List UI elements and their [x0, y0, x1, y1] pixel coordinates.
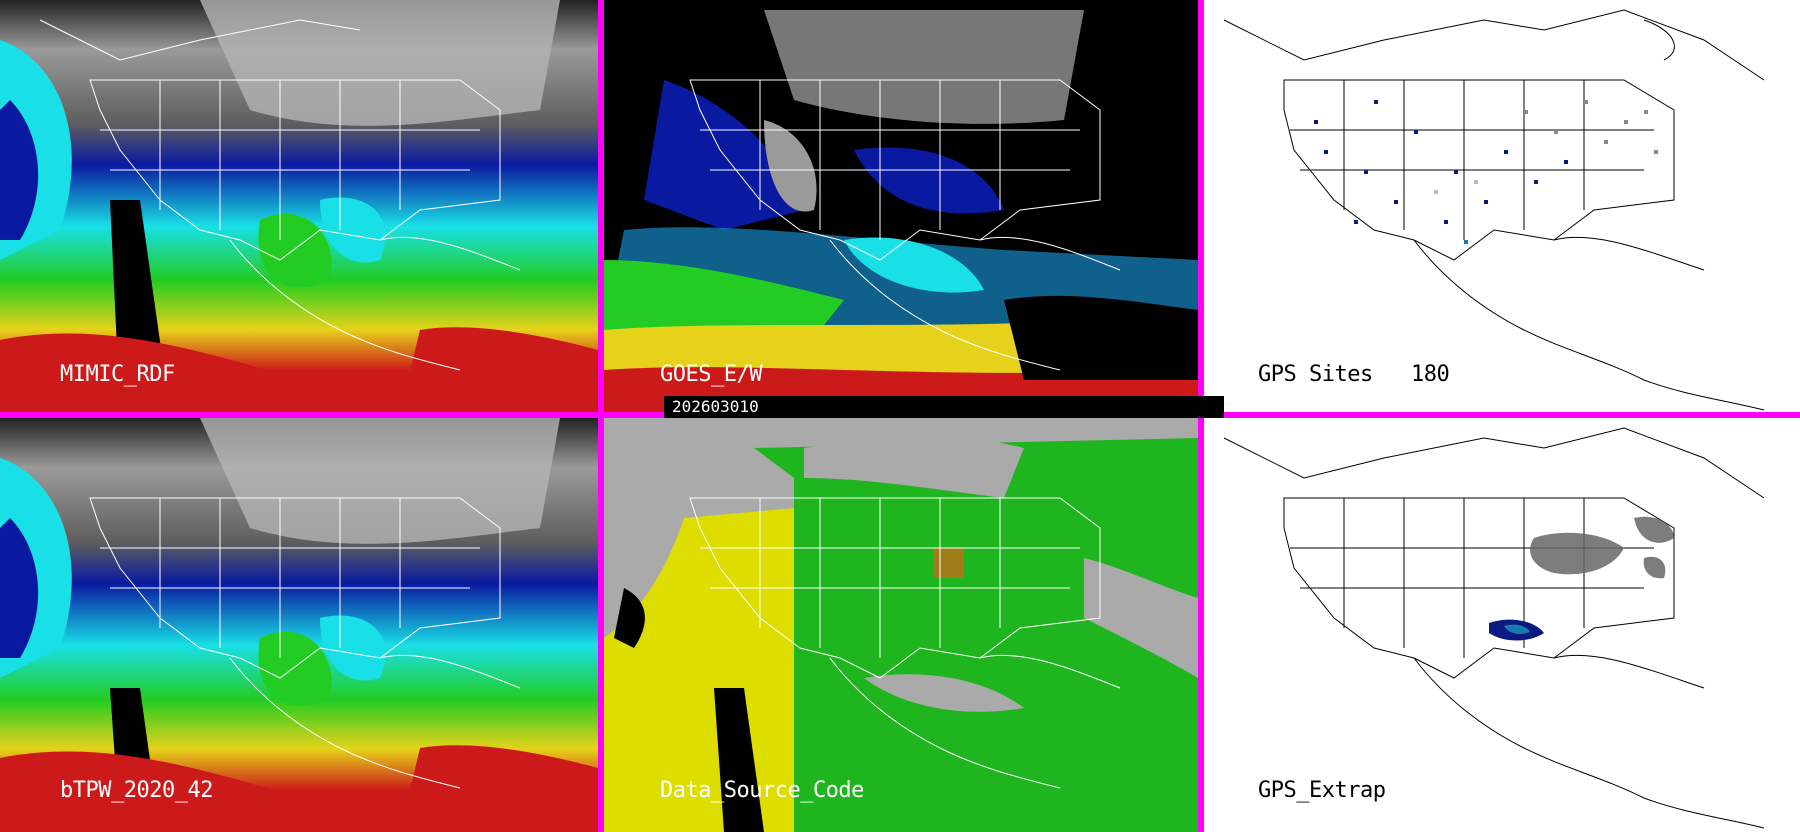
gps-extrap-blob-ohio [1530, 532, 1624, 575]
panel-gps-extrap: GPS_Extrap [1204, 418, 1800, 832]
panel-label-gps-sites: GPS Sites 180 [1258, 362, 1450, 387]
panel-label-goes: GOES_E/W [660, 362, 762, 387]
data-source-map [604, 418, 1198, 832]
panel-label-data-source: Data_Source_Code [660, 778, 864, 803]
panel-btpw: bTPW_2020_42 [0, 418, 598, 832]
gps-sites-count: 180 [1410, 362, 1450, 387]
panel-label-btpw: bTPW_2020_42 [60, 778, 213, 803]
panel-gps-sites: GPS Sites 180 [1204, 0, 1800, 412]
gps-site-markers [1314, 100, 1658, 244]
gps-sites-title: GPS Sites [1258, 362, 1373, 387]
btpw-tpw-map [0, 418, 598, 832]
gps-extrap-map [1223, 427, 1765, 829]
gps-sites-map [1223, 9, 1765, 411]
gps-extrap-blob-gulf-core [1504, 624, 1530, 634]
gps-extrap-blob-midatlantic [1643, 556, 1666, 579]
panel-label-mimic: MIMIC_RDF [60, 362, 175, 387]
gps-extrap-blob-northeast [1634, 516, 1674, 543]
panel-label-gps-extrap: GPS_Extrap [1258, 778, 1386, 803]
mimic-tpw-map [0, 0, 598, 412]
panel-data-source-code: Data_Source_Code [604, 418, 1198, 832]
timestamp-label: 202603010 [664, 396, 1224, 418]
panel-mimic-rdf: MIMIC_RDF [0, 0, 598, 412]
goes-tpw-map [604, 0, 1198, 412]
panel-goes-ew: GOES_E/W [604, 0, 1198, 412]
